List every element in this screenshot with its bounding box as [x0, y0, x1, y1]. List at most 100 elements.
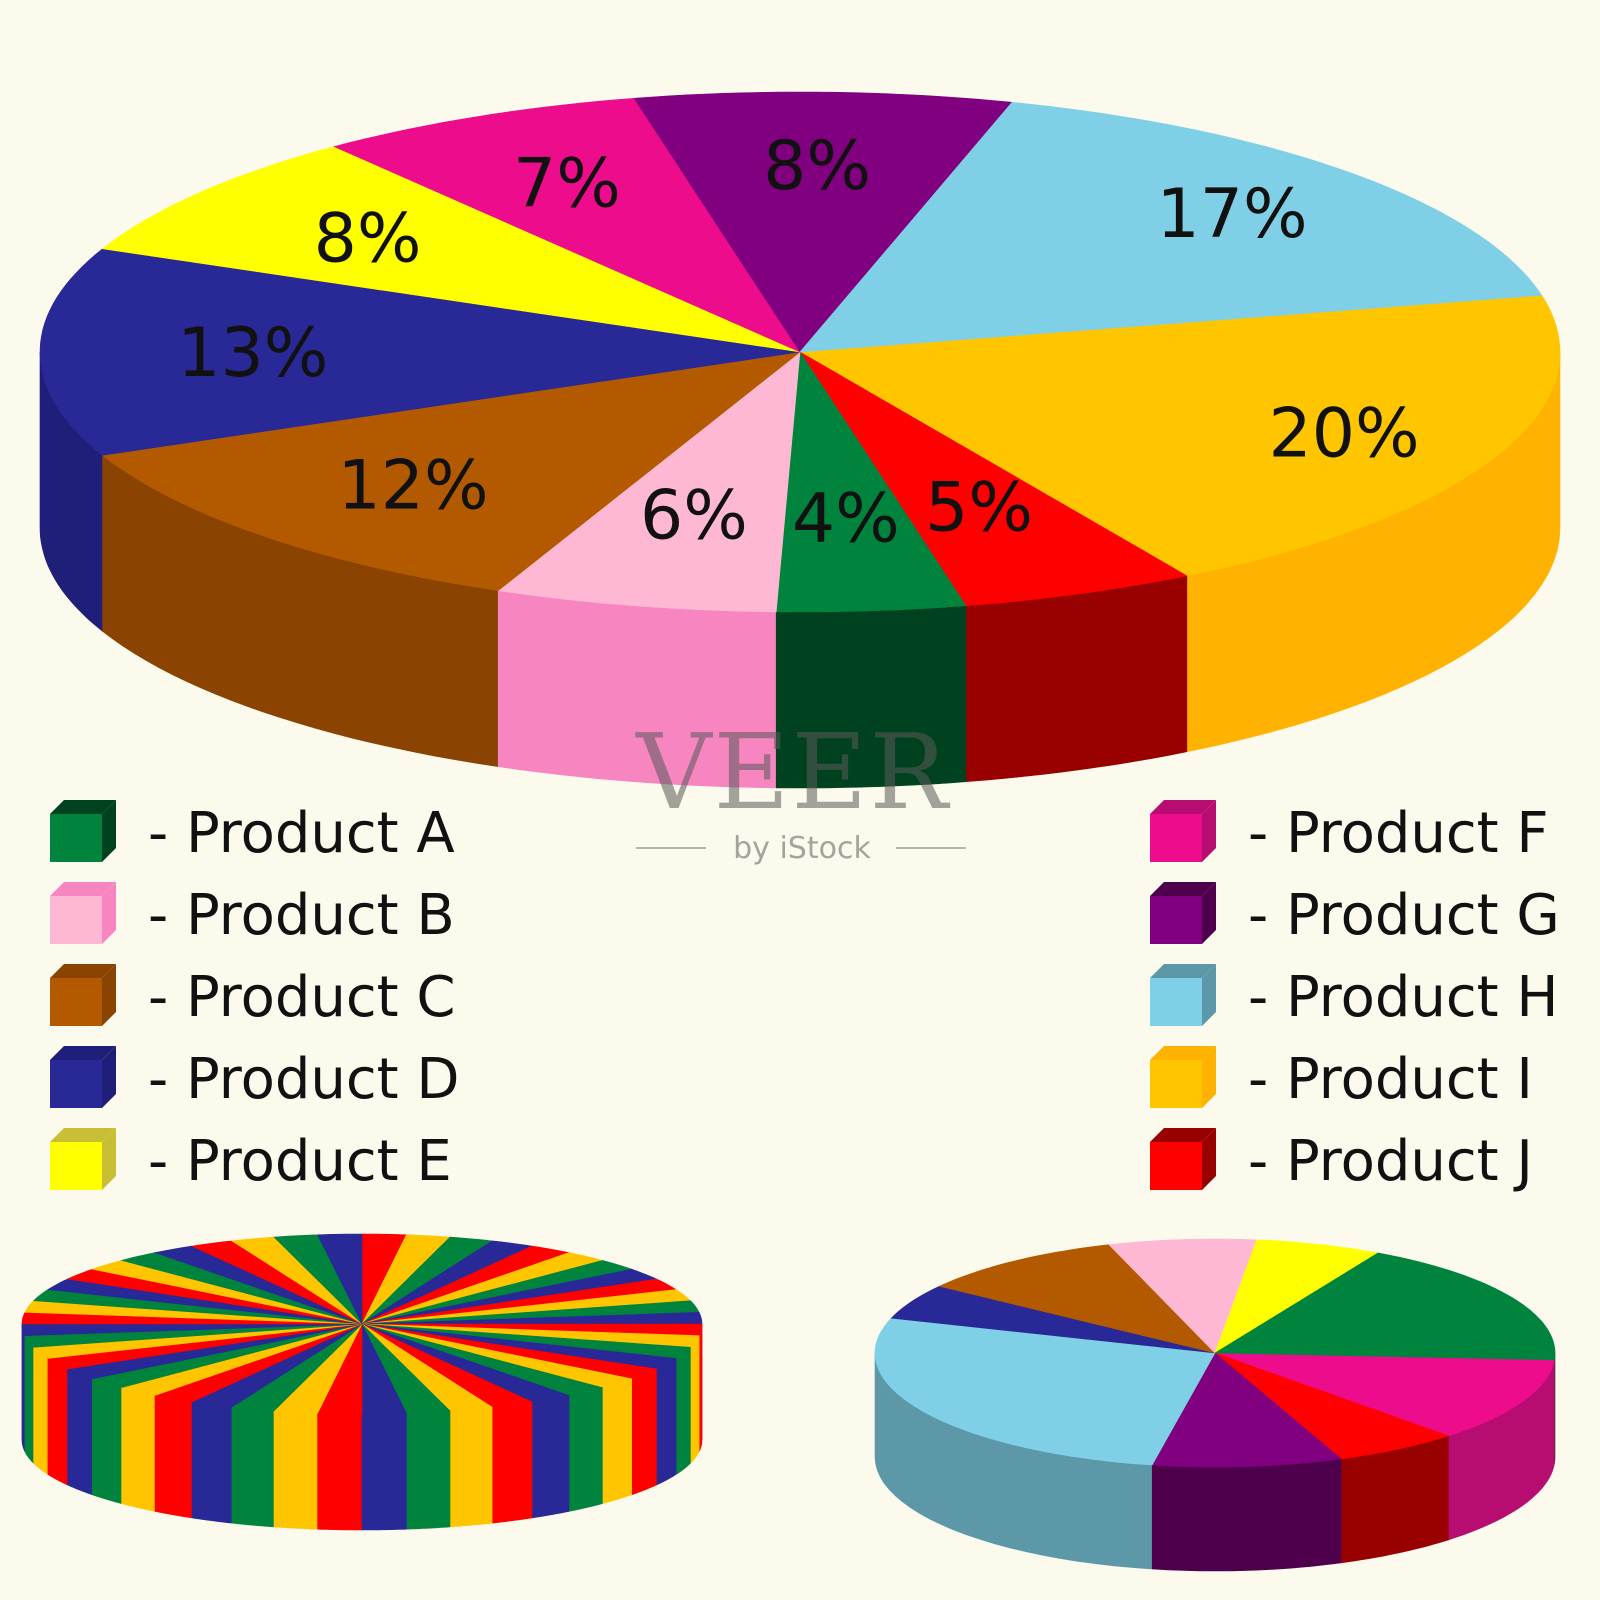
main-pie-slice-1 [799, 351, 1188, 607]
striped-pie-slice-27 [190, 1323, 363, 1408]
main-pie-side-3 [965, 575, 1188, 783]
striped-pie-slice-38 [32, 1289, 363, 1325]
legend-swatch-top [1150, 800, 1216, 814]
striped-pie-slice-8 [361, 1278, 677, 1325]
striped-pie-slice-42 [120, 1252, 363, 1325]
striped-pie-slice-5 [361, 1252, 604, 1325]
striped-pie-side-7 [33, 1346, 49, 1475]
striped-pie-slice-7 [361, 1268, 658, 1325]
legend-swatch-side [102, 1128, 116, 1190]
legend-label: - Product H [1248, 965, 1559, 1030]
main-pie-slice-8 [633, 91, 1013, 353]
legend-swatch-side [102, 964, 116, 1026]
legend: - Product A - Product B - Product C - Produ… [50, 800, 1560, 1194]
striped-pie-side-5 [24, 1334, 34, 1465]
small-pie-slice-7 [1214, 1239, 1379, 1354]
striped-pie-slice-46 [273, 1234, 363, 1325]
main-pie-slice-0 [799, 294, 1561, 577]
legend-swatch [50, 978, 102, 1026]
small-pie-side-4 [1151, 1458, 1342, 1572]
legend-label: - Product G [1248, 883, 1560, 948]
legend-swatch-side [102, 1046, 116, 1108]
legend-swatch-side [1202, 1128, 1216, 1190]
legend-swatch [50, 814, 102, 862]
legend-swatch [1150, 978, 1202, 1026]
main-pie-slice-9 [799, 101, 1543, 353]
striped-pie-slice-16 [361, 1323, 658, 1380]
striped-pie-side-18 [191, 1401, 233, 1524]
legend-swatch-top [1150, 964, 1216, 978]
small-pie-slice-8 [1213, 1252, 1556, 1361]
legend-swatch-top [50, 964, 116, 978]
legend-swatch-side [102, 882, 116, 944]
legend-label: - Product B [148, 883, 455, 948]
striped-pie-side-12 [602, 1378, 632, 1504]
striped-pie-side-9 [47, 1357, 68, 1486]
striped-pie-side-24 [317, 1412, 363, 1531]
striped-pie-slice-10 [361, 1300, 700, 1325]
pie-label-product-d: 13% [177, 314, 328, 393]
striped-pie-side-21 [449, 1406, 493, 1528]
striped-pie-slice-44 [190, 1240, 363, 1325]
legend-label: - Product E [148, 1129, 452, 1194]
striped-pie-slice-18 [361, 1323, 604, 1396]
legend-swatch [1150, 814, 1202, 862]
legend-item-product-c: - Product C [50, 964, 456, 1030]
legend-item-product-b: - Product B [50, 882, 455, 948]
striped-pie-slice-33 [32, 1323, 363, 1359]
legend-item-product-g: - Product G [1150, 882, 1560, 948]
pie-label-product-h: 17% [1157, 175, 1308, 254]
striped-pie-chart [21, 1233, 703, 1531]
striped-pie-slice-34 [24, 1323, 363, 1348]
small-pie-slice-5 [938, 1244, 1216, 1354]
small-pie-slice-3 [874, 1317, 1216, 1466]
legend-swatch-top [50, 1128, 116, 1142]
striped-pie-side-22 [273, 1410, 318, 1530]
striped-pie-side-15 [121, 1387, 156, 1512]
striped-pie-side-2 [698, 1324, 703, 1452]
striped-pie-slice-4 [361, 1245, 571, 1325]
legend-label: - Product I [1248, 1047, 1533, 1112]
legend-swatch-top [50, 882, 116, 896]
pie-label-product-b: 6% [640, 476, 748, 555]
pie-label-product-a: 4% [792, 480, 900, 559]
striped-pie-side-19 [491, 1401, 533, 1524]
striped-pie-slice-45 [231, 1236, 363, 1325]
legend-item-product-i: - Product I [1150, 1046, 1533, 1112]
main-pie-chart [39, 91, 1561, 789]
striped-pie-side-13 [92, 1378, 122, 1504]
legend-swatch [50, 1060, 102, 1108]
legend-swatch-top [1150, 882, 1216, 896]
striped-pie-slice-40 [66, 1268, 363, 1325]
striped-pie-slice-29 [120, 1323, 363, 1396]
legend-item-product-h: - Product H [1150, 964, 1559, 1030]
striped-pie-slice-15 [361, 1323, 677, 1370]
legend-label: - Product F [1248, 801, 1549, 866]
striped-pie-slice-19 [361, 1323, 571, 1403]
legend-label: - Product A [148, 801, 455, 866]
legend-swatch [1150, 896, 1202, 944]
striped-pie-slice-20 [361, 1323, 534, 1408]
striped-pie-side-4 [690, 1334, 700, 1465]
legend-swatch [50, 896, 102, 944]
striped-pie-side-17 [154, 1395, 193, 1519]
small-pie-slice-0 [1214, 1352, 1555, 1437]
striped-pie-slice-35 [21, 1323, 363, 1337]
watermark-byline: by iStock [733, 831, 871, 866]
watermark-brand: VEER [634, 711, 950, 833]
main-pie-slice-2 [775, 351, 967, 613]
striped-pie-slice-2 [361, 1236, 493, 1325]
striped-pie-slice-17 [361, 1323, 633, 1388]
striped-pie-slice-31 [66, 1323, 363, 1380]
legend-label: - Product J [1248, 1129, 1533, 1194]
striped-pie-side-20 [231, 1406, 275, 1528]
legend-swatch-top [1150, 1046, 1216, 1060]
pie-label-product-e: 8% [314, 199, 422, 278]
striped-pie-slice-3 [361, 1240, 534, 1325]
legend-swatch-side [1202, 800, 1216, 862]
striped-pie-side-23 [406, 1410, 451, 1530]
striped-pie-side-14 [568, 1387, 603, 1512]
legend-swatch [1150, 1060, 1202, 1108]
striped-pie-slice-14 [361, 1323, 692, 1359]
